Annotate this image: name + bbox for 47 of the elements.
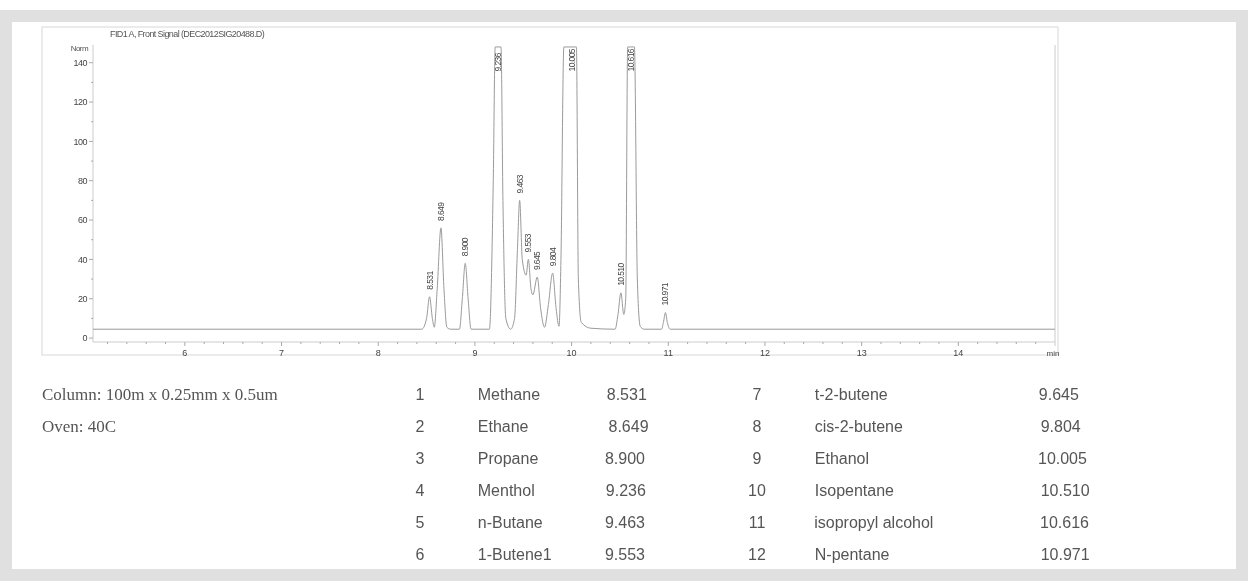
text: Column: 100m x 0.25mm x 0.5um xyxy=(42,385,278,404)
x-tick-label: 8 xyxy=(375,348,381,358)
annotation: 8.649 xyxy=(435,201,446,221)
chart-title: FID1 A, Front Signal (DEC2012SIG20488.D) xyxy=(110,29,265,39)
text: 1 Methane 8.531 xyxy=(415,386,647,403)
text: 7 t-2-butene 9.645 xyxy=(752,386,1080,403)
x-tick-label: 14 xyxy=(953,348,964,358)
text: 9 Ethanol 10.005 xyxy=(752,450,1088,467)
line-series xyxy=(92,46,1056,330)
text: 6 1-Butene1 9.553 xyxy=(415,546,646,563)
text: Oven: 40C xyxy=(42,417,117,436)
y-tick-label: 0 xyxy=(82,333,88,344)
text: 4 Menthol 9.236 xyxy=(415,482,646,499)
text: 12 N-pentane 10.971 xyxy=(748,546,1090,563)
annotation: 9.645 xyxy=(532,250,543,271)
x-tick-label: 12 xyxy=(759,348,770,358)
y-tick-label: 20 xyxy=(77,293,88,304)
y-tick-label: 40 xyxy=(77,254,88,265)
text: 10 Isopentane 10.510 xyxy=(748,482,1090,499)
text: 11 isopropyl alcohol 10.616 xyxy=(748,514,1090,531)
y-tick-label: 120 xyxy=(73,97,88,108)
annotation: 10.971 xyxy=(660,282,671,306)
annotation: 10.616 xyxy=(626,48,637,72)
annotation: 9.553 xyxy=(523,233,534,253)
text: 5 n-Butane 9.463 xyxy=(415,514,646,531)
x-tick-label: 11 xyxy=(663,348,673,358)
y-tick-label: 80 xyxy=(77,175,88,186)
annotation: 9.236 xyxy=(492,52,503,72)
y-tick-label: 100 xyxy=(73,136,88,147)
annotation: 10.510 xyxy=(615,262,626,286)
annotation: 8.900 xyxy=(460,237,471,257)
annotation: 9.463 xyxy=(514,174,525,194)
annotation: 8.531 xyxy=(424,270,435,290)
x-tick-label: 13 xyxy=(856,348,867,358)
y-tick-label: 60 xyxy=(77,215,88,226)
annotation: 10.005 xyxy=(567,48,578,72)
x-axis-title: min xyxy=(1046,349,1060,358)
text: 2 Ethane 8.649 xyxy=(415,418,649,435)
x-tick-label: 6 xyxy=(182,348,188,358)
y-axis-title: Norm xyxy=(70,44,89,53)
x-tick-label: 7 xyxy=(279,348,285,358)
text: 8 cis-2-butene 9.804 xyxy=(752,418,1081,435)
y-tick-label: 140 xyxy=(73,57,88,68)
x-tick-label: 9 xyxy=(472,348,478,358)
text: 3 Propane 8.900 xyxy=(415,450,646,467)
annotation: 9.804 xyxy=(547,247,558,267)
x-tick-label: 10 xyxy=(566,348,577,358)
